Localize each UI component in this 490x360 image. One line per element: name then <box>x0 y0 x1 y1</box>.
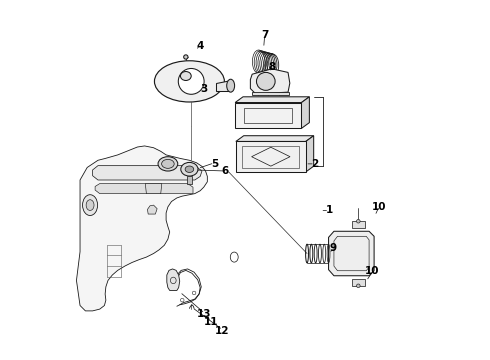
Text: 7: 7 <box>261 30 269 40</box>
Ellipse shape <box>184 55 188 59</box>
Text: 1: 1 <box>326 206 333 216</box>
Polygon shape <box>76 146 207 311</box>
Text: 10: 10 <box>365 266 380 276</box>
Text: 2: 2 <box>311 159 318 169</box>
Polygon shape <box>216 80 231 91</box>
Ellipse shape <box>227 79 235 92</box>
Polygon shape <box>146 184 162 194</box>
Polygon shape <box>235 103 301 129</box>
Text: 10: 10 <box>372 202 387 212</box>
Polygon shape <box>352 279 365 286</box>
Ellipse shape <box>181 162 198 176</box>
Text: 6: 6 <box>221 166 229 176</box>
Ellipse shape <box>357 220 360 223</box>
Ellipse shape <box>357 284 360 288</box>
Ellipse shape <box>162 159 174 168</box>
Polygon shape <box>236 141 306 172</box>
Text: 13: 13 <box>196 310 211 319</box>
Polygon shape <box>236 136 314 141</box>
Polygon shape <box>187 176 192 184</box>
Text: 3: 3 <box>200 84 207 94</box>
Polygon shape <box>250 69 290 94</box>
Ellipse shape <box>154 61 224 102</box>
Ellipse shape <box>82 195 98 216</box>
Text: 9: 9 <box>329 243 337 253</box>
Polygon shape <box>235 97 309 103</box>
Text: 4: 4 <box>196 41 204 50</box>
Ellipse shape <box>178 68 204 94</box>
Polygon shape <box>301 97 309 129</box>
Ellipse shape <box>180 72 191 81</box>
Polygon shape <box>167 269 180 291</box>
Text: 11: 11 <box>204 317 218 327</box>
Polygon shape <box>93 166 202 180</box>
Polygon shape <box>329 231 374 276</box>
Ellipse shape <box>86 200 94 211</box>
Text: 5: 5 <box>211 159 218 169</box>
Polygon shape <box>252 92 289 95</box>
Polygon shape <box>95 184 193 194</box>
Polygon shape <box>147 205 157 214</box>
Polygon shape <box>352 221 365 228</box>
Ellipse shape <box>256 72 275 90</box>
Ellipse shape <box>158 157 178 171</box>
Polygon shape <box>306 136 314 172</box>
Ellipse shape <box>185 166 194 172</box>
Text: 12: 12 <box>215 325 229 336</box>
Text: 8: 8 <box>268 62 275 72</box>
